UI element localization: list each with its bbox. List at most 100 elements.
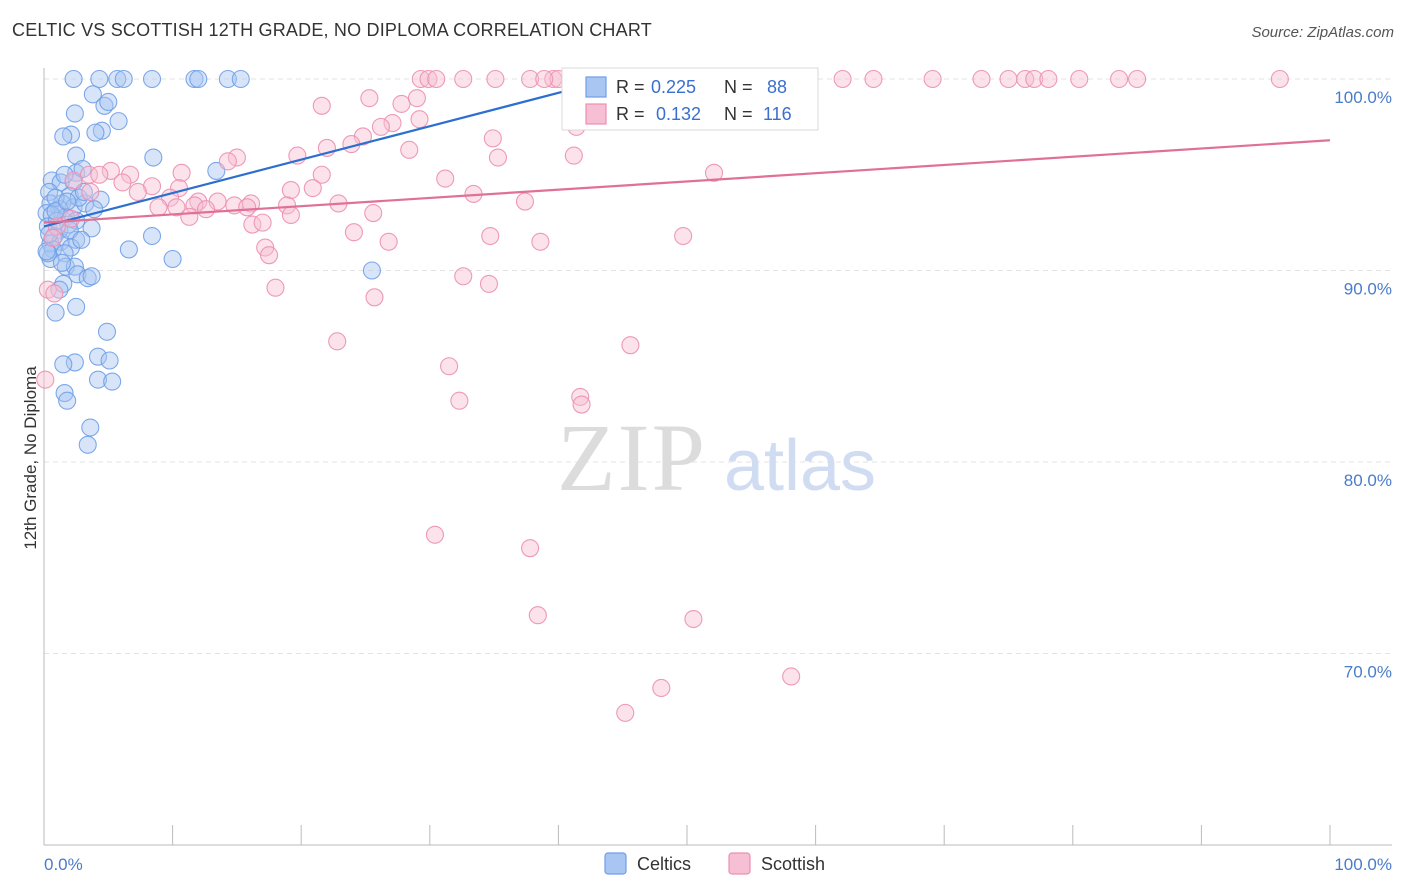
x-tick-label-1: 100.0% (1334, 855, 1392, 874)
point-celtics-2 (108, 69, 127, 89)
point-scottish-16 (999, 69, 1018, 89)
point-celtics-5 (185, 69, 204, 89)
point-scottish-86 (454, 267, 473, 286)
point-celtics-17 (144, 148, 163, 167)
point-scottish-0 (411, 69, 430, 89)
point-scottish-102 (684, 609, 703, 629)
point-scottish-51 (64, 171, 83, 190)
point-scottish-14 (923, 69, 942, 89)
point-celtics-53 (68, 265, 87, 284)
point-scottish-81 (531, 232, 550, 251)
point-scottish-92 (328, 332, 347, 351)
stats-celtics-swatch (585, 76, 607, 98)
stats-celtics-n-value: 88 (767, 77, 787, 97)
stats-scottish-r-label: R = (616, 104, 645, 124)
point-celtics-84 (72, 230, 91, 249)
point-celtics-81 (74, 182, 93, 202)
point-scottish-73 (364, 204, 383, 223)
point-scottish-67 (149, 198, 168, 217)
stats-scottish-swatch (585, 103, 607, 125)
series-legend: Celtics Scottish (604, 852, 825, 875)
point-celtics-11 (109, 112, 128, 131)
series-scottish-points (36, 69, 1289, 722)
legend-celtics-swatch[interactable] (604, 852, 627, 875)
point-scottish-18 (1025, 69, 1044, 89)
x-tick-label-0: 0.0% (44, 855, 83, 874)
point-celtics-13 (61, 125, 81, 144)
point-scottish-4 (521, 69, 540, 89)
point-scottish-27 (392, 94, 411, 113)
y-tick-label-3: 100.0% (1334, 88, 1392, 107)
trend-lines (43, 81, 1331, 228)
point-scottish-103 (782, 667, 801, 686)
point-scottish-87 (479, 274, 499, 293)
point-scottish-50 (436, 169, 455, 188)
point-celtics-52 (362, 261, 381, 280)
point-scottish-95 (571, 387, 590, 406)
point-scottish-31 (410, 110, 429, 129)
point-celtics-71 (46, 188, 65, 207)
point-scottish-64 (278, 196, 297, 215)
legend-scottish-swatch[interactable] (728, 852, 751, 875)
point-scottish-89 (365, 288, 384, 307)
point-scottish-105 (616, 703, 635, 722)
point-scottish-21 (1110, 69, 1129, 89)
point-scottish-22 (1128, 69, 1147, 89)
point-scottish-100 (521, 539, 540, 558)
point-scottish-52 (113, 173, 132, 192)
point-scottish-97 (450, 391, 469, 410)
point-celtics-3 (114, 69, 133, 89)
source-label: Source: ZipAtlas.com (1251, 24, 1394, 41)
point-celtics-47 (119, 240, 138, 259)
point-scottish-58 (81, 182, 100, 202)
watermark-zip: ZIP (557, 404, 707, 511)
point-scottish-74 (180, 207, 199, 226)
point-celtics-68 (58, 391, 77, 410)
point-scottish-23 (1270, 69, 1289, 89)
stats-scottish-r-value: 0.132 (656, 104, 701, 124)
point-scottish-104 (652, 678, 671, 698)
point-celtics-77 (52, 253, 72, 272)
point-scottish-59 (128, 182, 147, 202)
point-celtics-4 (142, 69, 162, 89)
point-celtics-15 (54, 127, 73, 146)
point-celtics-86 (86, 123, 105, 142)
point-scottish-55 (281, 181, 300, 200)
point-scottish-20 (1070, 69, 1089, 89)
point-scottish-13 (864, 69, 883, 89)
point-celtics-61 (88, 347, 108, 366)
point-scottish-41 (227, 148, 246, 167)
y-tick-labels: 70.0% 80.0% 90.0% 100.0% (1334, 88, 1392, 682)
point-scottish-56 (303, 179, 322, 198)
point-scottish-72 (281, 205, 300, 225)
point-scottish-66 (515, 192, 535, 211)
watermark-atlas: atlas (724, 426, 876, 506)
point-scottish-76 (253, 213, 272, 232)
point-scottish-88 (266, 278, 285, 297)
legend-scottish-label[interactable]: Scottish (761, 854, 825, 874)
point-scottish-38 (400, 140, 419, 159)
point-scottish-49 (312, 165, 331, 184)
point-scottish-94 (440, 357, 459, 376)
point-scottish-98 (36, 370, 55, 389)
point-celtics-63 (65, 353, 84, 372)
point-scottish-93 (621, 336, 640, 355)
point-scottish-3 (486, 69, 505, 89)
point-scottish-70 (196, 200, 216, 219)
point-scottish-12 (833, 69, 852, 89)
point-scottish-33 (371, 117, 390, 136)
point-celtics-6 (189, 69, 208, 89)
point-celtics-65 (88, 370, 108, 389)
watermark: ZIP atlas (557, 404, 876, 511)
y-tick-label-1: 80.0% (1344, 471, 1392, 490)
point-scottish-83 (379, 232, 398, 251)
point-celtics-64 (54, 355, 73, 374)
point-celtics-59 (46, 303, 65, 322)
legend-celtics-label[interactable]: Celtics (637, 854, 691, 874)
point-scottish-101 (528, 606, 547, 625)
y-axis-title: 12th Grade, No Diploma (21, 366, 40, 550)
point-scottish-2 (454, 69, 473, 89)
stats-celtics-n-label: N = (724, 77, 753, 97)
series-celtics-points (37, 69, 381, 454)
